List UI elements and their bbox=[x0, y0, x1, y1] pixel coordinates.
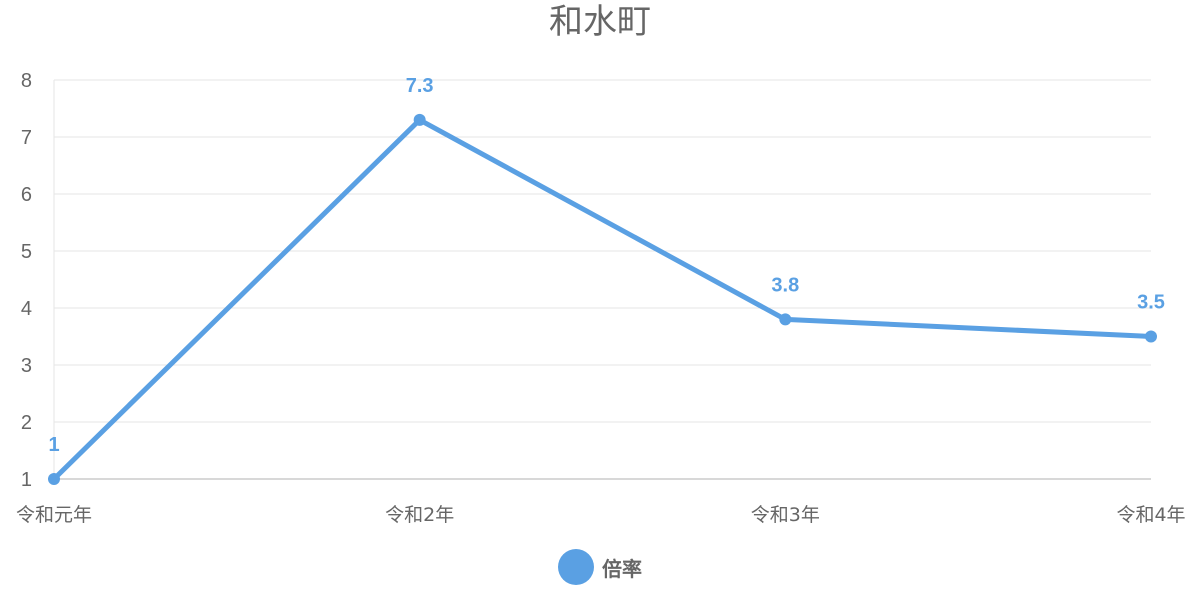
data-label: 3.8 bbox=[771, 274, 799, 296]
y-tick-label: 2 bbox=[21, 412, 32, 434]
y-tick-label: 7 bbox=[21, 127, 32, 149]
y-tick-label: 3 bbox=[21, 355, 32, 377]
data-labels: 1 7.3 3.8 3.5 bbox=[48, 75, 1164, 456]
y-tick-label: 4 bbox=[21, 298, 32, 320]
data-label: 3.5 bbox=[1137, 292, 1165, 314]
chart-title: 和水町 bbox=[549, 2, 651, 42]
y-tick-labels: 1 2 3 4 5 6 7 8 bbox=[21, 70, 32, 491]
series-layer bbox=[48, 113, 1157, 485]
data-point[interactable] bbox=[1145, 330, 1157, 343]
data-point[interactable] bbox=[779, 313, 792, 326]
axes bbox=[53, 80, 1151, 480]
data-label: 1 bbox=[48, 434, 59, 456]
grid-lines bbox=[54, 79, 1151, 423]
y-tick-label: 5 bbox=[21, 241, 32, 263]
data-label: 7.3 bbox=[406, 75, 434, 97]
x-tick-label: 令和3年 bbox=[751, 504, 820, 526]
y-tick-label: 6 bbox=[21, 184, 32, 206]
data-point[interactable] bbox=[413, 113, 426, 126]
x-tick-label: 令和元年 bbox=[16, 504, 92, 526]
x-tick-label: 令和4年 bbox=[1116, 504, 1185, 526]
data-point[interactable] bbox=[48, 473, 60, 485]
y-tick-label: 8 bbox=[21, 70, 32, 92]
legend: 倍率 bbox=[0, 549, 1200, 585]
x-tick-labels: 令和元年 令和2年 令和3年 令和4年 bbox=[16, 504, 1186, 526]
y-tick-label: 1 bbox=[21, 469, 32, 491]
legend-swatch[interactable] bbox=[558, 549, 594, 585]
x-tick-label: 令和2年 bbox=[385, 504, 454, 526]
series-line bbox=[51, 117, 1154, 482]
legend-label[interactable]: 倍率 bbox=[602, 556, 642, 581]
